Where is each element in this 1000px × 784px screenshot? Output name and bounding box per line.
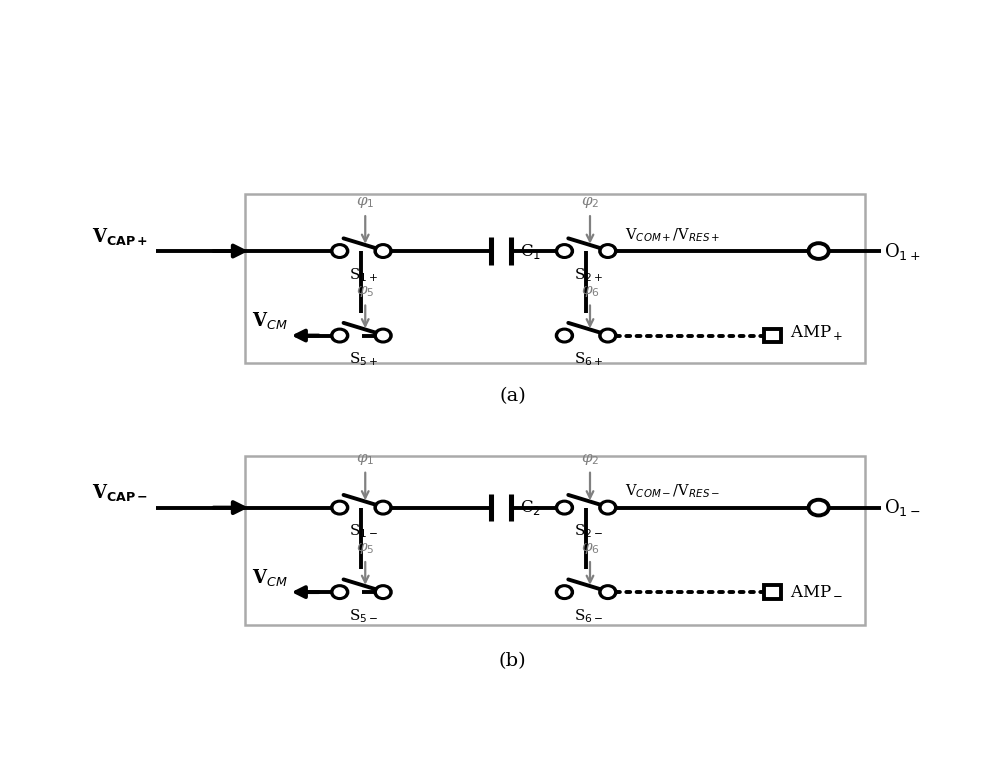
Text: φ$_1$: φ$_1$ — [356, 195, 375, 210]
Text: C$_1$: C$_1$ — [520, 241, 542, 260]
Text: O$_{1+}$: O$_{1+}$ — [885, 241, 921, 262]
Circle shape — [378, 247, 388, 256]
Text: (b): (b) — [499, 652, 526, 670]
Text: V$_{CM}$: V$_{CM}$ — [252, 567, 288, 588]
Circle shape — [559, 247, 570, 256]
Text: φ$_6$: φ$_6$ — [581, 541, 599, 556]
Text: φ$_2$: φ$_2$ — [581, 452, 599, 466]
Text: C$_2$: C$_2$ — [520, 498, 541, 517]
Text: S$_{6+}$: S$_{6+}$ — [574, 350, 603, 368]
Circle shape — [602, 332, 613, 339]
Bar — [245, 194, 865, 363]
Circle shape — [602, 247, 613, 256]
Text: V$_{\mathbf{CAP-}}$: V$_{\mathbf{CAP-}}$ — [92, 482, 148, 503]
Circle shape — [559, 503, 570, 512]
Text: S$_{1+}$: S$_{1+}$ — [349, 266, 378, 284]
Text: S$_{5+}$: S$_{5+}$ — [349, 350, 378, 368]
Bar — [764, 329, 781, 342]
Text: V$_{COM-}$/V$_{RES-}$: V$_{COM-}$/V$_{RES-}$ — [625, 483, 720, 500]
Circle shape — [602, 588, 613, 597]
Text: V$_{\mathbf{CAP+}}$: V$_{\mathbf{CAP+}}$ — [92, 226, 148, 247]
Bar — [245, 456, 865, 626]
Bar — [764, 586, 781, 599]
Circle shape — [334, 588, 345, 597]
Circle shape — [602, 503, 613, 512]
Text: S$_{5-}$: S$_{5-}$ — [349, 608, 378, 625]
Circle shape — [559, 588, 570, 597]
Circle shape — [334, 503, 345, 512]
Text: S$_{6-}$: S$_{6-}$ — [574, 608, 603, 625]
Text: S$_{1-}$: S$_{1-}$ — [349, 523, 378, 540]
Text: φ$_2$: φ$_2$ — [581, 195, 599, 210]
Text: φ$_5$: φ$_5$ — [356, 541, 375, 556]
Text: S$_{2+}$: S$_{2+}$ — [574, 266, 603, 284]
Text: φ$_6$: φ$_6$ — [581, 285, 599, 299]
Text: φ$_5$: φ$_5$ — [356, 285, 375, 299]
Text: φ$_1$: φ$_1$ — [356, 452, 375, 466]
Text: V$_{CM}$: V$_{CM}$ — [252, 310, 288, 332]
Circle shape — [559, 332, 570, 339]
Text: AMP$_-$: AMP$_-$ — [790, 581, 843, 597]
Circle shape — [378, 332, 388, 339]
Circle shape — [378, 503, 388, 512]
Text: (a): (a) — [499, 387, 526, 405]
Text: S$_{2-}$: S$_{2-}$ — [574, 523, 603, 540]
Text: AMP$_+$: AMP$_+$ — [790, 323, 843, 342]
Circle shape — [378, 588, 388, 597]
Circle shape — [334, 332, 345, 339]
Text: O$_{1-}$: O$_{1-}$ — [885, 497, 921, 518]
Circle shape — [334, 247, 345, 256]
Text: V$_{COM+}$/V$_{RES+}$: V$_{COM+}$/V$_{RES+}$ — [625, 226, 720, 244]
